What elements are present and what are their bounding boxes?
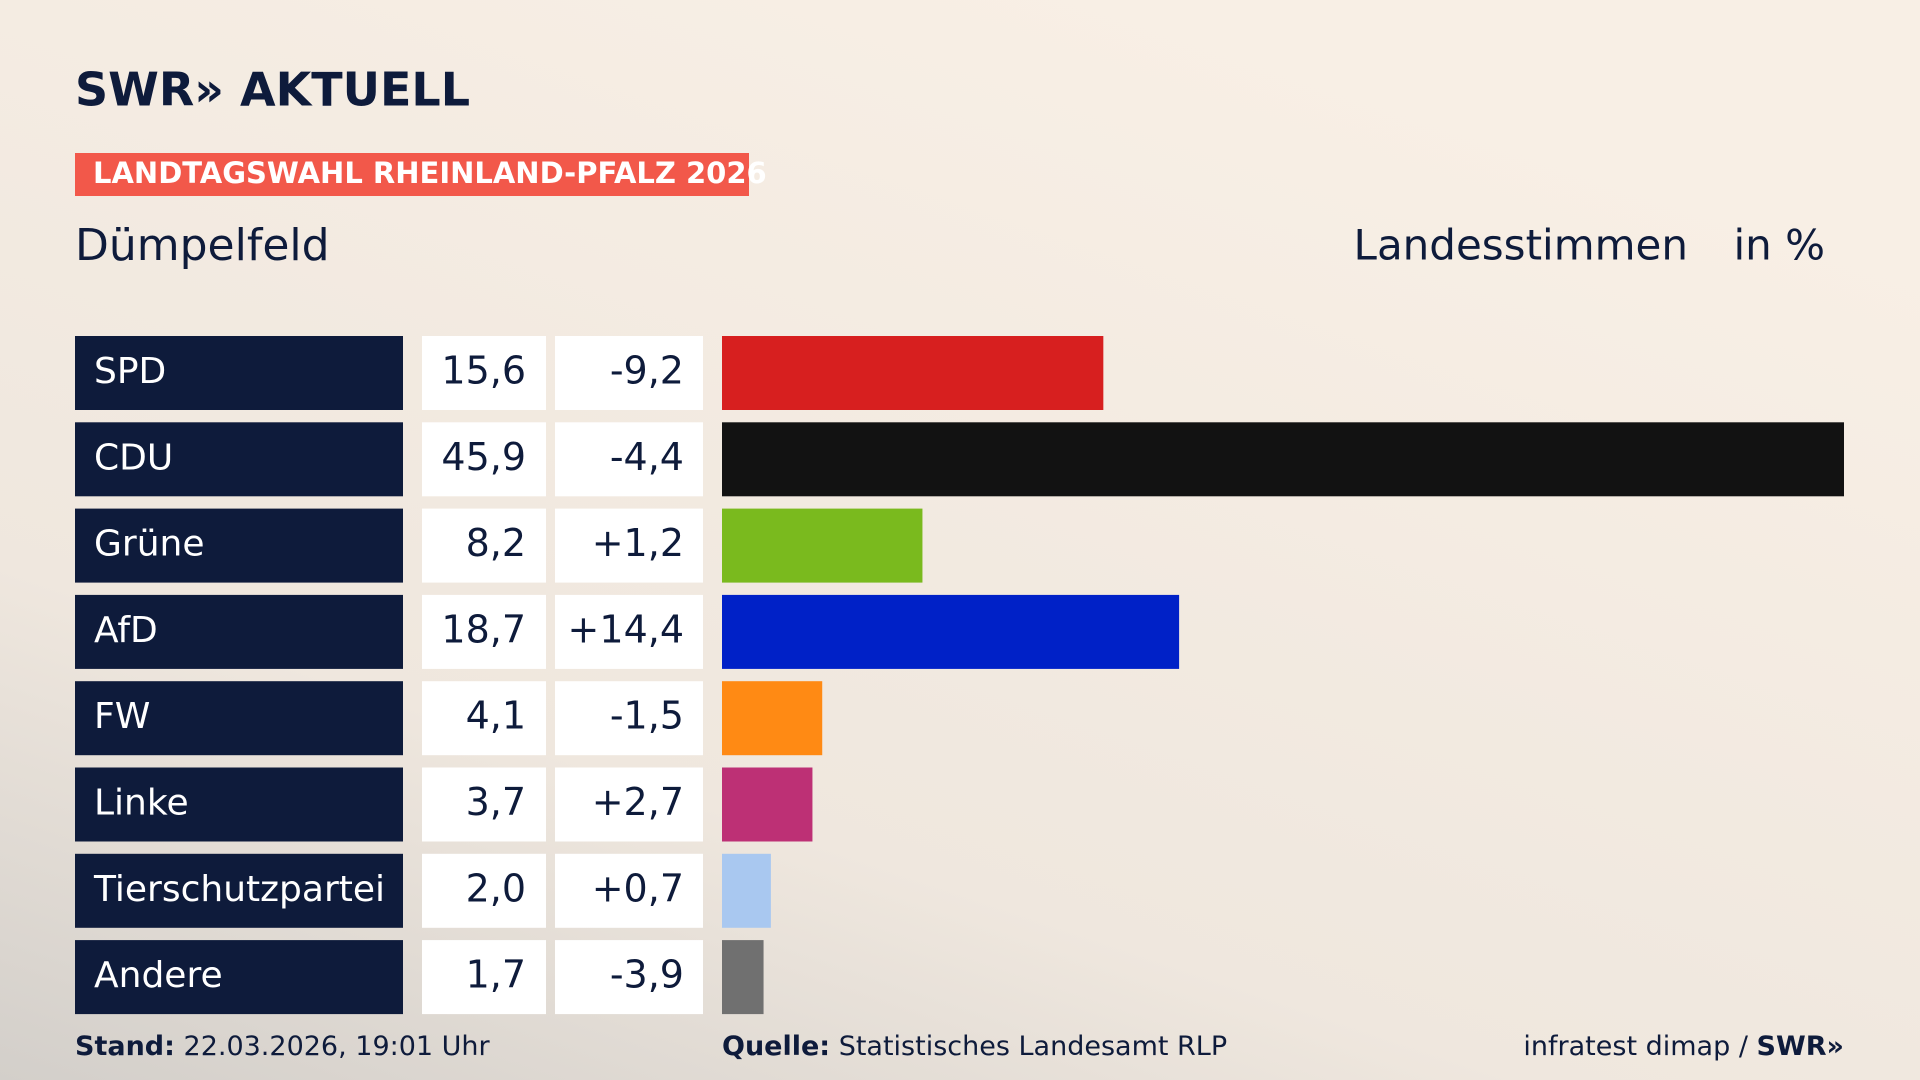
source-label: Quelle: [722, 1031, 830, 1062]
value-cell [422, 767, 546, 842]
change-cell [555, 508, 703, 583]
party-label: SPD [94, 351, 166, 392]
change-label: -4,4 [610, 435, 684, 479]
value-label: 2,0 [466, 866, 526, 910]
value-cell [422, 681, 546, 756]
value-cell [422, 508, 546, 583]
chart-title: Dümpelfeld [75, 220, 330, 271]
party-box [75, 767, 403, 842]
party-label: Andere [94, 955, 223, 996]
bar [722, 767, 813, 842]
party-box [75, 336, 403, 410]
change-label: +1,2 [592, 521, 684, 565]
value-label: 1,7 [466, 953, 526, 997]
change-cell [555, 853, 703, 928]
party-label: AfD [94, 610, 158, 651]
bar [722, 508, 923, 583]
footer-source: Quelle: Statistisches Landesamt RLP [722, 1031, 1227, 1062]
party-label: Grüne [94, 524, 204, 565]
party-box [75, 940, 403, 1015]
change-label: +0,7 [592, 866, 684, 910]
change-cell [555, 422, 703, 497]
credit-logo: SWR» [1757, 1031, 1844, 1062]
party-box [75, 508, 403, 583]
value-label: 3,7 [466, 780, 526, 824]
bar [722, 681, 823, 756]
change-label: -3,9 [610, 953, 684, 997]
value-label: 45,9 [441, 435, 526, 479]
stand: 22.03.2026, 19:01 Uhr [184, 1031, 491, 1062]
value-label: 18,7 [441, 607, 526, 651]
logo: SWR» AKTUELL [75, 63, 470, 117]
value-cell [422, 594, 546, 669]
change-label: -9,2 [610, 349, 684, 393]
measure: Landesstimmen [1354, 221, 1688, 270]
bar [722, 853, 771, 928]
party-box [75, 594, 403, 669]
source: Statistisches Landesamt RLP [839, 1031, 1227, 1062]
change-label: +14,4 [568, 607, 684, 651]
change-cell [555, 681, 703, 756]
value-cell [422, 422, 546, 497]
change-cell [555, 594, 703, 669]
change-cell [555, 336, 703, 410]
party-box [75, 681, 403, 756]
change-cell [555, 767, 703, 842]
party-label: FW [94, 696, 150, 737]
badge: LANDTAGSWAHL RHEINLAND-PFALZ 2026 [93, 156, 767, 190]
value-cell [422, 336, 546, 410]
badge-box [75, 153, 749, 196]
party-box [75, 853, 403, 928]
value-cell [422, 940, 546, 1015]
stand-label: Stand: [75, 1031, 175, 1062]
bar [722, 594, 1180, 669]
value-label: 15,6 [441, 349, 526, 393]
bar [722, 336, 1104, 410]
change-label: +2,7 [592, 780, 684, 824]
bar [722, 422, 1844, 497]
change-label: -1,5 [610, 694, 684, 738]
party-label: Linke [94, 783, 189, 824]
party-label: CDU [94, 437, 173, 478]
value-label: 4,1 [466, 694, 526, 738]
party-box [75, 422, 403, 497]
footer-stand: Stand: 22.03.2026, 19:01 Uhr [75, 1031, 491, 1062]
unit: in % [1733, 221, 1825, 270]
footer-credit: infratest dimap / SWR» [1523, 1031, 1844, 1062]
value-cell [422, 853, 546, 928]
change-cell [555, 940, 703, 1015]
value-label: 8,2 [466, 521, 526, 565]
credit: infratest dimap / [1523, 1031, 1748, 1062]
party-label: Tierschutzpartei [93, 869, 385, 910]
bar [722, 940, 764, 1015]
